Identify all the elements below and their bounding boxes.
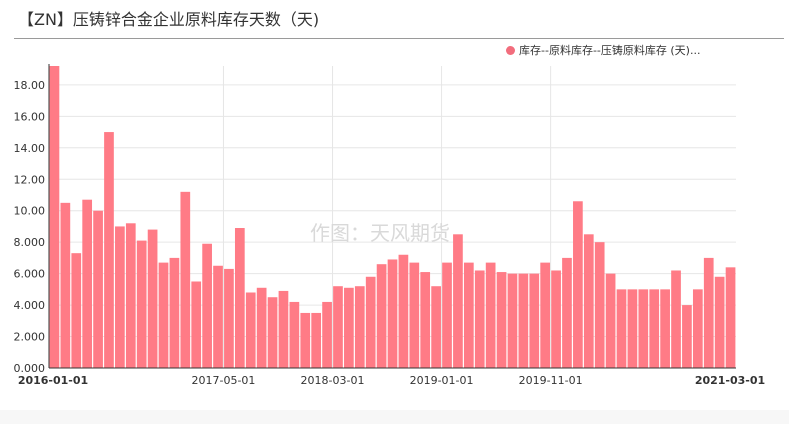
bar[interactable] xyxy=(322,301,332,368)
x-tick-label: 2016-01-01 xyxy=(18,374,88,387)
bar[interactable] xyxy=(333,286,343,368)
bar[interactable] xyxy=(365,276,376,368)
bar[interactable] xyxy=(463,262,474,368)
legend-marker xyxy=(506,45,515,55)
y-tick-label: 12.00 xyxy=(14,173,46,186)
footer-strip xyxy=(0,410,789,424)
bar[interactable] xyxy=(692,289,703,368)
bar[interactable] xyxy=(529,273,540,368)
bar[interactable] xyxy=(180,191,191,368)
bar[interactable] xyxy=(191,281,202,368)
bar[interactable] xyxy=(82,199,93,368)
bar[interactable] xyxy=(540,262,551,368)
bar[interactable] xyxy=(104,132,114,368)
bar[interactable] xyxy=(60,202,71,368)
y-tick-label: 4.000 xyxy=(14,299,46,312)
axes: 0.000 2.000 4.000 6.000 8.000 10.00 12.00 14.00… xyxy=(14,64,765,387)
bar[interactable] xyxy=(387,259,398,368)
y-tick-label: 8.000 xyxy=(14,236,46,249)
bar[interactable] xyxy=(344,287,354,368)
bar[interactable] xyxy=(474,270,485,368)
x-tick-label: 2017-05-01 xyxy=(192,374,256,387)
bar[interactable] xyxy=(573,201,583,368)
bar[interactable] xyxy=(496,272,507,368)
y-tick-label: 2.000 xyxy=(14,331,46,344)
bar[interactable] xyxy=(453,234,463,368)
bar[interactable] xyxy=(649,289,660,368)
y-tick-label: 16.00 xyxy=(14,110,46,123)
bar[interactable] xyxy=(725,267,736,368)
bar[interactable] xyxy=(147,229,158,368)
bar[interactable] xyxy=(627,289,638,368)
bar[interactable] xyxy=(638,289,649,368)
legend[interactable]: 库存--原料库存--压铸原料库存 (天)... xyxy=(506,42,700,58)
bar[interactable] xyxy=(507,273,518,368)
bar[interactable] xyxy=(594,242,605,368)
x-tick-label: 2019-11-01 xyxy=(519,374,583,387)
bar[interactable] xyxy=(213,265,223,368)
bar[interactable] xyxy=(616,289,627,368)
bar[interactable] xyxy=(267,297,278,368)
bar[interactable] xyxy=(256,287,267,368)
bar[interactable] xyxy=(158,262,169,368)
bar[interactable] xyxy=(202,243,212,368)
bar[interactable] xyxy=(125,223,136,368)
x-tick-label: 2019-01-01 xyxy=(410,374,474,387)
bar[interactable] xyxy=(376,264,387,368)
legend-label: 库存--原料库存--压铸原料库存 (天)... xyxy=(519,44,701,57)
chart-title: 【ZN】压铸锌合金企业原料库存天数（天) xyxy=(18,10,320,29)
bar[interactable] xyxy=(300,312,311,368)
bar[interactable] xyxy=(583,234,594,368)
bar[interactable] xyxy=(311,312,322,368)
bar[interactable] xyxy=(485,262,496,368)
x-tick-label: 2018-03-01 xyxy=(301,374,365,387)
bar[interactable] xyxy=(234,228,245,368)
bar[interactable] xyxy=(660,289,670,368)
bar[interactable] xyxy=(289,301,300,368)
x-tick-label: 2021-03-01 xyxy=(695,374,765,387)
watermark: 作图：天风期货 xyxy=(310,221,450,245)
bar[interactable] xyxy=(49,66,60,368)
bar[interactable] xyxy=(354,286,365,368)
y-tick-label: 0.000 xyxy=(14,362,46,375)
y-tick-label: 18.00 xyxy=(14,79,46,92)
bar[interactable] xyxy=(551,270,561,368)
bar[interactable] xyxy=(671,270,681,368)
y-tick-label: 6.000 xyxy=(14,268,46,281)
bar[interactable] xyxy=(245,292,256,369)
bar[interactable] xyxy=(420,272,431,368)
bar[interactable] xyxy=(115,226,125,368)
y-tick-label: 10.00 xyxy=(14,205,46,218)
title-divider xyxy=(14,38,784,39)
bar[interactable] xyxy=(562,257,572,368)
bar[interactable] xyxy=(703,257,714,368)
bar[interactable] xyxy=(136,240,147,368)
y-tick-label: 14.00 xyxy=(14,142,46,155)
bar[interactable] xyxy=(714,276,725,368)
bar[interactable] xyxy=(169,257,180,368)
bar[interactable] xyxy=(442,262,452,368)
bar[interactable] xyxy=(71,253,82,368)
bar[interactable] xyxy=(431,286,441,368)
bar[interactable] xyxy=(93,210,103,368)
bar[interactable] xyxy=(682,305,692,368)
bar[interactable] xyxy=(605,273,616,368)
bar[interactable] xyxy=(398,254,409,368)
bars xyxy=(49,66,736,369)
bar[interactable] xyxy=(409,262,420,368)
bar[interactable] xyxy=(518,273,529,368)
bar[interactable] xyxy=(278,290,289,368)
bar[interactable] xyxy=(224,268,234,368)
